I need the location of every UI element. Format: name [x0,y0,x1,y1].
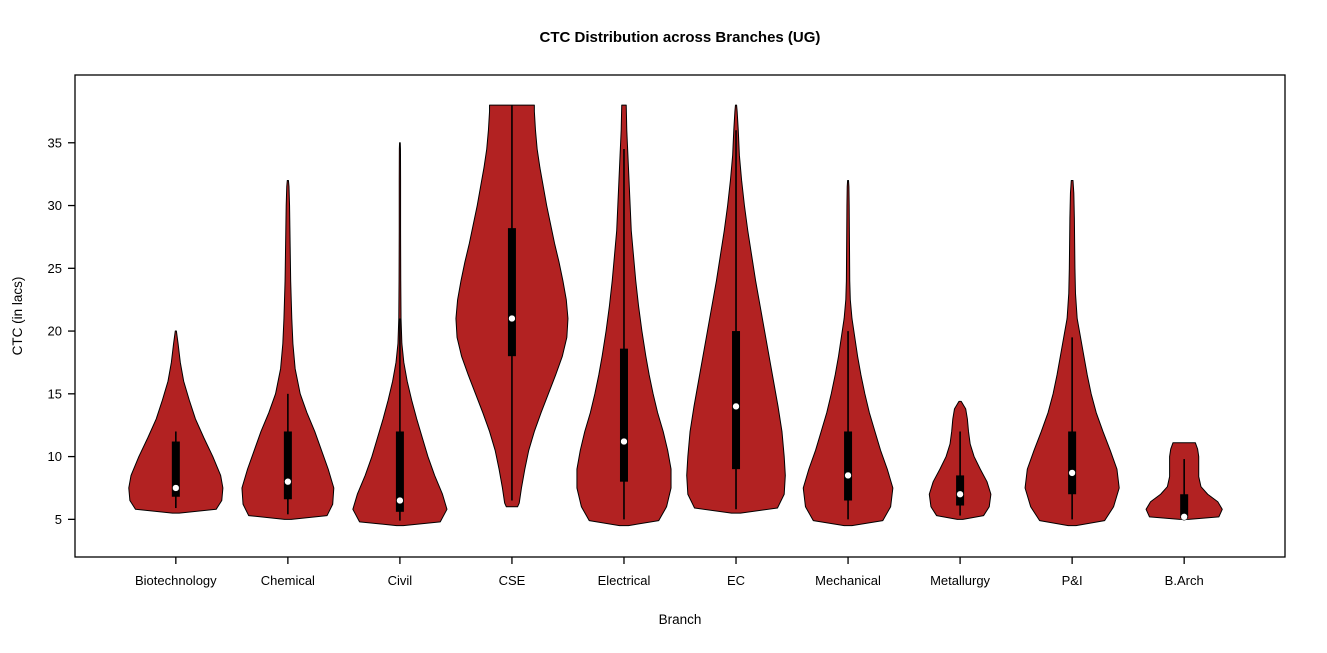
iqr-box-P&I [1068,431,1077,495]
x-axis-label: Branch [659,612,702,627]
violin-shape-Biotechnology [128,330,224,514]
median-dot-Metallurgy [956,490,964,498]
median-dot-Biotechnology [172,484,180,492]
median-dot-Chemical [284,478,292,486]
median-dot-CSE [508,314,516,323]
x-tick-label: B.Arch [1165,573,1204,588]
x-tick-label: EC [727,573,745,588]
x-tick-label: Biotechnology [135,573,217,588]
iqr-box-B.Arch [1180,494,1189,519]
iqr-box-Civil [395,431,404,512]
x-tick-label: Electrical [598,573,651,588]
y-tick-label: 30 [48,198,62,213]
x-tick-label: Mechanical [815,573,881,588]
iqr-box-Biotechnology [171,441,180,497]
y-tick-label: 10 [48,449,62,464]
x-tick-label: Civil [388,573,413,588]
y-tick-label: 35 [48,135,62,150]
y-tick-label: 20 [48,324,62,339]
chart-title: CTC Distribution across Branches (UG) [540,29,821,46]
x-tick-label: Chemical [261,573,315,588]
iqr-box-CSE [507,228,516,357]
median-dot-EC [732,402,740,411]
iqr-box-EC [732,331,741,470]
y-axis-label: CTC (in lacs) [10,277,25,356]
plot-content: 5 10 15 20 25 30 35 Biotechnology Chemical Civil C… [48,104,1223,588]
x-tick-label: CSE [499,573,526,588]
x-tick-label: Metallurgy [930,573,990,588]
iqr-box-Chemical [283,431,292,500]
y-tick-label: 25 [48,261,62,276]
x-tick-label: P&I [1062,573,1083,588]
median-dot-B.Arch [1180,513,1188,521]
median-dot-Civil [396,496,404,505]
violin-shape-Chemical [241,179,335,520]
median-dot-Electrical [620,437,628,446]
iqr-box-Electrical [619,348,628,482]
iqr-box-Metallurgy [956,475,965,506]
median-dot-Mechanical [844,471,852,480]
y-tick-label: 15 [48,386,62,401]
y-tick-label: 5 [55,512,62,527]
iqr-box-Mechanical [844,431,853,501]
median-dot-P&I [1068,469,1076,477]
